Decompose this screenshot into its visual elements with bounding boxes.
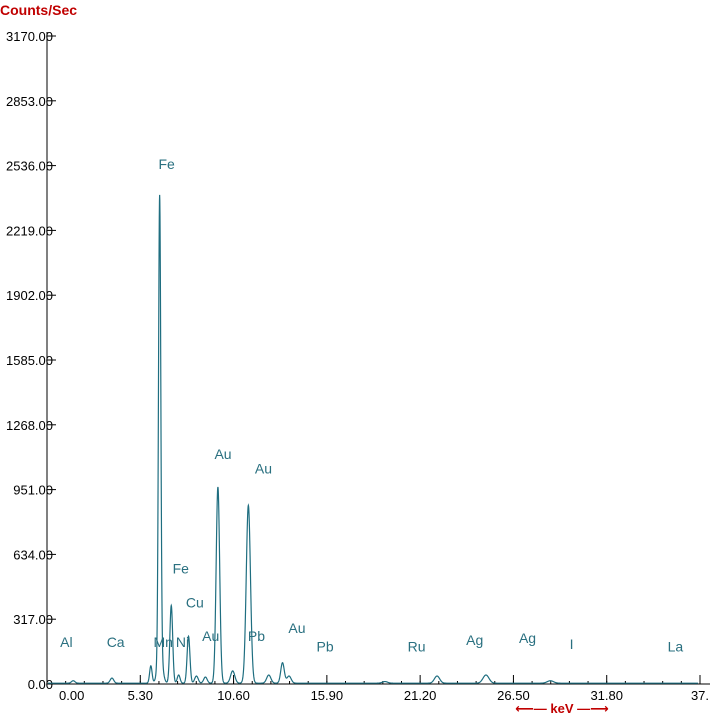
y-tick-label: 951.00 (13, 483, 53, 498)
y-tick-label: 317.00 (13, 612, 53, 627)
element-label: Ca (107, 634, 125, 650)
x-tick-label: 37. (691, 688, 709, 703)
y-tick-label: 634.00 (13, 547, 53, 562)
element-label: Ru (408, 638, 426, 654)
element-label: Ag (466, 632, 483, 648)
element-label: Au (202, 628, 219, 644)
y-tick-label: 3170.00 (6, 29, 53, 44)
element-label: Fe (173, 561, 190, 577)
element-label: Au (288, 620, 305, 636)
element-label: Fe (159, 156, 176, 172)
element-label: Mn (153, 634, 172, 650)
element-label: Ag (519, 630, 536, 646)
element-label: Au (255, 460, 272, 476)
y-axis-label: Counts/Sec (0, 2, 77, 18)
x-tick-label: 10.60 (217, 688, 250, 703)
element-label: Au (214, 446, 231, 462)
element-label: Ni (176, 634, 189, 650)
y-tick-label: 1902.00 (6, 288, 53, 303)
y-tick-label: 0.00 (28, 677, 53, 692)
y-tick-label: 2536.00 (6, 159, 53, 174)
element-label: Pb (248, 628, 265, 644)
x-tick-label: 0.00 (59, 688, 84, 703)
y-tick-label: 1585.00 (6, 353, 53, 368)
element-label: Al (60, 634, 72, 650)
element-label: I (570, 636, 574, 652)
spectrum-line (48, 195, 698, 683)
x-tick-label: 15.90 (311, 688, 344, 703)
x-tick-label: 5.30 (128, 688, 153, 703)
y-tick-label: 2219.00 (6, 223, 53, 238)
element-label: Pb (317, 638, 334, 654)
y-tick-label: 2853.00 (6, 94, 53, 109)
element-label: Cu (186, 594, 204, 610)
y-tick-label: 1268.00 (6, 418, 53, 433)
x-tick-label: 21.20 (404, 688, 437, 703)
x-axis-label: ⟵— keV —⟶ (515, 701, 609, 716)
element-label: La (668, 638, 684, 654)
